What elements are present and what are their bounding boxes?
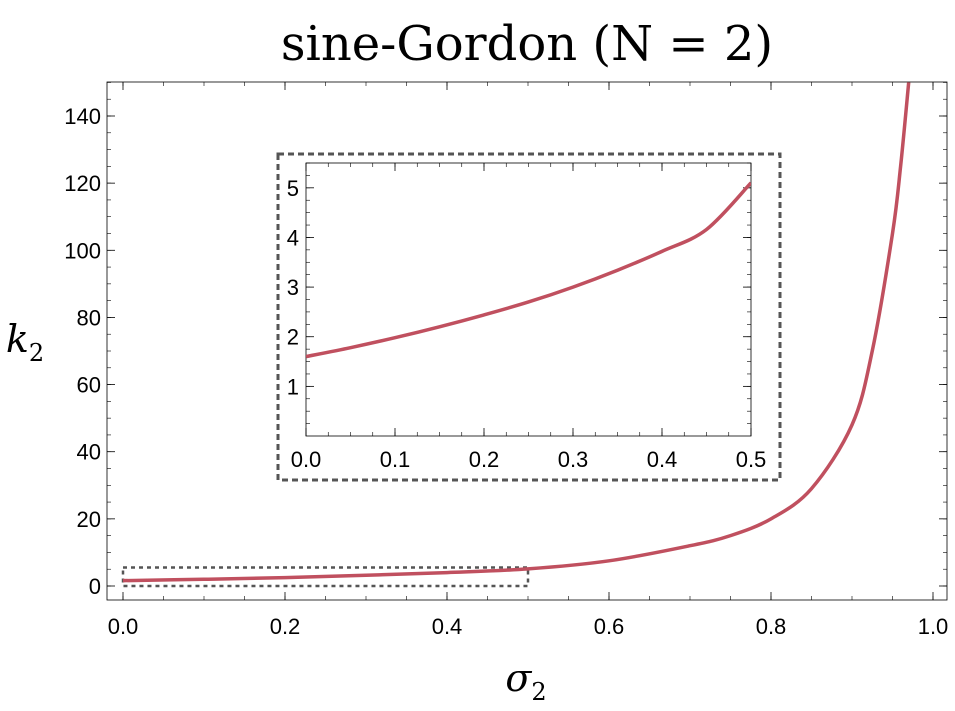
x-tick-label: 0.0 bbox=[108, 614, 139, 639]
inset-x-tick-label: 0.2 bbox=[469, 447, 500, 472]
y-tick-label: 20 bbox=[77, 507, 101, 532]
chart-title: sine-Gordon (N = 2) bbox=[281, 16, 773, 72]
inset-y-tick-label: 1 bbox=[287, 374, 299, 399]
inset-x-tick-label: 0.1 bbox=[380, 447, 411, 472]
x-tick-label: 1.0 bbox=[918, 614, 949, 639]
x-tick-label: 0.6 bbox=[594, 614, 625, 639]
y-tick-label: 100 bbox=[64, 238, 101, 263]
inset-x-tick-label: 0.0 bbox=[291, 447, 322, 472]
y-axis-label: k2 bbox=[6, 317, 44, 367]
inset-y-tick-label: 2 bbox=[287, 325, 299, 350]
main-series-line bbox=[122, 82, 911, 583]
inset-y-tick-label: 5 bbox=[287, 176, 299, 201]
inset-x-tick-label: 0.4 bbox=[647, 447, 678, 472]
x-tick-label: 0.2 bbox=[270, 614, 301, 639]
inset-series-line bbox=[306, 181, 751, 359]
inset-x-tick-label: 0.5 bbox=[736, 447, 767, 472]
y-tick-label: 80 bbox=[77, 305, 101, 330]
y-tick-label: 140 bbox=[64, 104, 101, 129]
y-tick-label: 0 bbox=[89, 574, 101, 599]
plot-frame bbox=[106, 81, 948, 601]
inset-region-box bbox=[121, 566, 530, 588]
inset-x-tick-label: 0.3 bbox=[558, 447, 589, 472]
inset-y-tick-label: 4 bbox=[287, 225, 299, 250]
y-tick-label: 40 bbox=[77, 440, 101, 465]
inset-y-tick-label: 3 bbox=[287, 275, 299, 300]
inset-border bbox=[276, 152, 782, 482]
x-axis-label: σ2 bbox=[505, 656, 546, 706]
x-tick-label: 0.8 bbox=[756, 614, 787, 639]
x-tick-label: 0.4 bbox=[432, 614, 463, 639]
y-tick-label: 120 bbox=[64, 171, 101, 196]
y-tick-label: 60 bbox=[77, 373, 101, 398]
